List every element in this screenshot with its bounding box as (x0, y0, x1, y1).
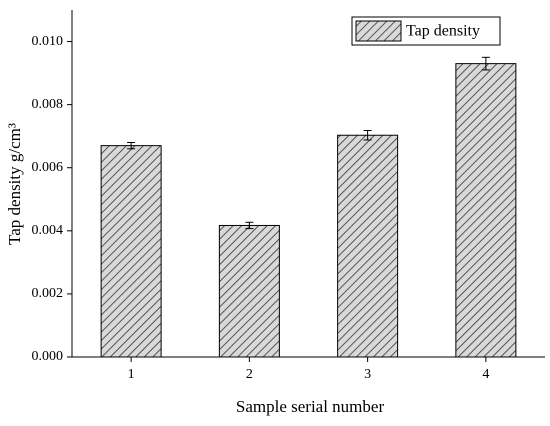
x-tick-label: 3 (364, 367, 371, 382)
legend-swatch (355, 20, 402, 42)
x-axis-label: Sample serial number (236, 397, 385, 416)
bar (100, 145, 162, 358)
bar (337, 134, 399, 358)
y-tick-label: 0.002 (32, 286, 64, 301)
bar (455, 63, 517, 358)
x-tick-label: 4 (482, 367, 489, 382)
y-tick-label: 0.010 (32, 34, 64, 49)
bar (218, 224, 280, 358)
y-tick-label: 0.004 (32, 223, 64, 238)
x-tick-label: 1 (128, 367, 135, 382)
legend-label: Tap density (406, 23, 480, 40)
x-tick-label: 2 (246, 367, 253, 382)
y-axis-label: Tap density g/cm³ (5, 123, 24, 245)
y-tick-label: 0.000 (32, 349, 64, 364)
y-tick-label: 0.006 (32, 160, 64, 175)
y-tick-label: 0.008 (32, 97, 64, 112)
